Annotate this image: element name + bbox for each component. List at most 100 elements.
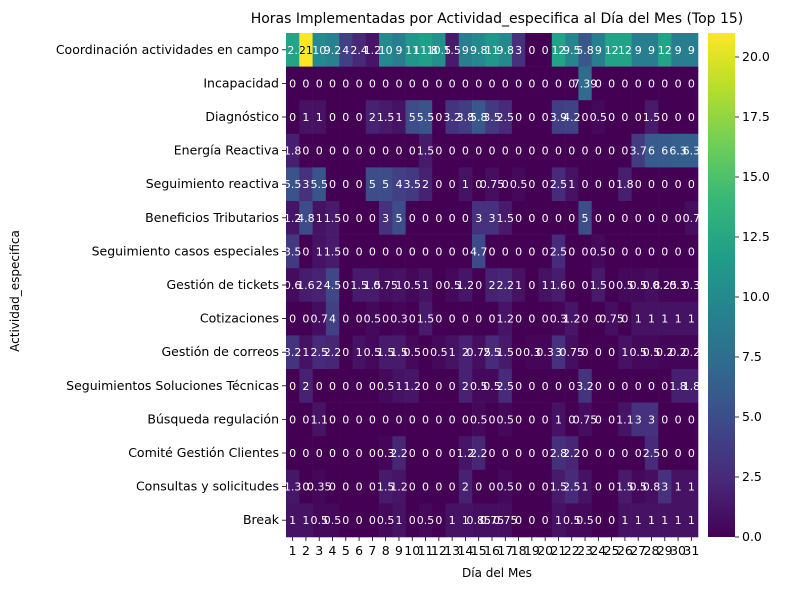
- heatmap-cell: [525, 133, 539, 168]
- cell-value-label: 0: [542, 44, 549, 57]
- cell-value-label: 9: [688, 44, 695, 57]
- x-tick-label: 10: [404, 543, 420, 558]
- heatmap-cell: [538, 402, 553, 437]
- heatmap-cell: [352, 268, 367, 303]
- heatmap-cell: [405, 167, 420, 202]
- cell-value-label: 0: [661, 447, 668, 460]
- heatmap-cell: [432, 436, 446, 471]
- heatmap-cell: [498, 436, 513, 471]
- cell-value-label: 2.8: [550, 447, 568, 460]
- heatmap-cell: [339, 167, 353, 202]
- cell-value-label: 9: [462, 44, 469, 57]
- cell-value-label: 0: [356, 514, 363, 527]
- colorbar-tick-label: 5.0: [742, 409, 762, 424]
- x-tick-label: 14: [457, 543, 473, 558]
- cell-value-label: 0: [435, 514, 442, 527]
- cell-value-label: 0: [462, 212, 469, 225]
- heatmap-cell: [432, 201, 446, 235]
- heatmap-cell: [631, 301, 646, 336]
- cell-value-label: 0.3: [390, 313, 408, 326]
- cell-value-label: 1.5: [616, 481, 634, 494]
- heatmap-cell: [658, 66, 672, 101]
- cell-value-label: 0.5: [629, 481, 647, 494]
- heatmap-cell: [658, 469, 672, 504]
- heatmap-cell: [418, 469, 433, 504]
- heatmap-cell: [604, 335, 619, 370]
- heatmap-cell: [525, 268, 539, 303]
- heatmap-cell: [472, 402, 486, 437]
- cell-value-label: 0: [489, 481, 496, 494]
- heatmap-cell: [525, 436, 539, 471]
- heatmap-cell: [445, 133, 460, 168]
- heatmap-cell: [644, 503, 659, 538]
- heatmap-cell: [525, 469, 539, 504]
- heatmap-cell: [458, 167, 473, 202]
- heatmap-cell: [684, 369, 699, 403]
- colorbar-gradient: [708, 33, 735, 537]
- cell-value-label: 0: [422, 481, 429, 494]
- heatmap-cell: [498, 167, 513, 202]
- cell-value-label: 12: [551, 44, 565, 57]
- cell-value-label: 0: [382, 77, 389, 90]
- cell-value-label: 0.5: [310, 514, 328, 527]
- cell-value-label: 0: [595, 145, 602, 158]
- cell-value-label: 4.7: [470, 245, 488, 258]
- heatmap-cell: [312, 167, 327, 202]
- heatmap-cell: [432, 133, 446, 168]
- heatmap-cell: [578, 66, 592, 101]
- cell-value-label: 0.8: [643, 481, 661, 494]
- heatmap-cell: [498, 133, 513, 168]
- cell-value-label: 0: [502, 77, 509, 90]
- cell-value-label: 0: [528, 111, 535, 124]
- heatmap-cell: [551, 469, 566, 504]
- cell-value-label: 0: [568, 279, 575, 292]
- heatmap-cell: [392, 133, 406, 168]
- heatmap-cell: [565, 335, 579, 370]
- heatmap-cell: [286, 301, 300, 336]
- heatmap-cell: [658, 268, 672, 303]
- heatmap-cell: [352, 402, 367, 437]
- cell-value-label: 0.5: [404, 279, 422, 292]
- cell-value-label: 0: [648, 77, 655, 90]
- heatmap-cell: [472, 301, 486, 336]
- cell-value-label: 0: [542, 212, 549, 225]
- heatmap-cell: [538, 369, 553, 403]
- cell-value-label: 0: [356, 481, 363, 494]
- cell-value-label: 0: [409, 245, 416, 258]
- heatmap-cell: [538, 268, 553, 303]
- cell-value-label: 3: [382, 212, 389, 225]
- cell-value-label: 0.5: [430, 346, 448, 359]
- cell-value-label: 0: [435, 245, 442, 258]
- heatmap-cell: [379, 268, 393, 303]
- cell-value-label: 0: [329, 145, 336, 158]
- heatmap-cell: [325, 301, 340, 336]
- cell-value-label: 0: [608, 346, 615, 359]
- heatmap-cell: [671, 33, 686, 67]
- heatmap-cell: [578, 369, 592, 403]
- heatmap-cell: [458, 436, 473, 471]
- x-tick-label: 12: [431, 543, 447, 558]
- colorbar-tick-label: 12.5: [742, 229, 770, 244]
- cell-value-label: 0: [449, 380, 456, 393]
- cell-value-label: 0: [502, 145, 509, 158]
- cell-value-label: 1: [635, 514, 642, 527]
- heatmap-cell: [365, 469, 380, 504]
- heatmap-cell: [578, 335, 592, 370]
- cell-value-label: 2.2: [563, 447, 581, 460]
- cell-value-label: 0.75: [480, 178, 505, 191]
- cell-value-label: 0: [675, 111, 682, 124]
- heatmap-cell: [511, 234, 526, 269]
- cell-value-label: 1: [688, 313, 695, 326]
- heatmap-cell: [339, 301, 353, 336]
- cell-value-label: 0.5: [470, 413, 488, 426]
- heatmap-cell: [671, 369, 686, 403]
- heatmap-cell: [445, 100, 460, 135]
- heatmap-cell: [392, 66, 406, 101]
- cell-value-label: 9: [595, 44, 602, 57]
- cell-value-label: 0: [449, 77, 456, 90]
- heatmap-cell: [618, 201, 632, 235]
- cell-value-label: 5: [582, 212, 589, 225]
- cell-value-label: 0: [555, 212, 562, 225]
- heatmap-cell: [286, 369, 300, 403]
- heatmap-cell: [299, 335, 313, 370]
